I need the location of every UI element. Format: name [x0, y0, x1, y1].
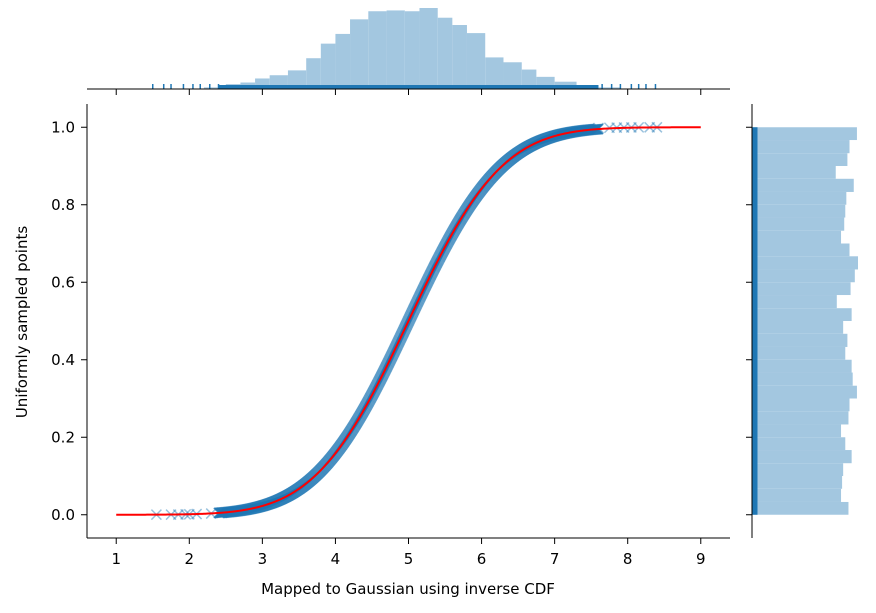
marginal-y-bar: [752, 166, 836, 179]
marginal-x-bar: [335, 33, 351, 89]
marginal-x-bar: [255, 78, 270, 89]
marginal-x-bar: [287, 70, 307, 89]
marginal-y-bar: [752, 243, 850, 257]
marginal-y-bar: [752, 191, 847, 205]
main-axes: 1 2 3 4 5 6 7 8 9 0.0 0.2 0.4 0.6 0.8 1.0: [51, 89, 752, 568]
x-tick-label: 8: [623, 550, 633, 568]
cdf-curve: [116, 126, 701, 516]
marginal-y-bar: [752, 437, 846, 451]
marginal-y-bar: [752, 282, 851, 296]
marginal-x-bar: [437, 17, 453, 89]
marginal-x-bar: [404, 11, 420, 90]
marginal-x-histogram: [87, 8, 730, 90]
marginal-x-bar: [485, 57, 504, 89]
x-tick-label: 9: [696, 550, 706, 568]
y-tick-label: 0.8: [51, 196, 75, 214]
marginal-y-bar: [752, 424, 842, 438]
marginal-y-bar: [752, 476, 843, 489]
marginal-y-bar: [752, 398, 850, 412]
scatter-point: [592, 122, 605, 134]
marginal-y-histogram: [751, 104, 858, 538]
marginal-y-bar: [752, 346, 846, 360]
marginal-y-bar: [752, 127, 857, 141]
marginal-x-bar: [203, 87, 226, 89]
marginal-y-bar: [752, 256, 858, 270]
marginal-y-bar: [752, 333, 848, 347]
marginal-y-bar: [752, 359, 852, 373]
y-tick-label: 0.0: [51, 506, 75, 524]
marginal-y-bar: [752, 411, 849, 425]
marginal-x-bar: [466, 33, 486, 89]
x-tick-label: 6: [477, 550, 487, 568]
marginal-y-bar: [752, 217, 845, 231]
marginal-y-bar: [752, 372, 853, 386]
x-tick-label: 1: [111, 550, 121, 568]
marginal-y-bar: [752, 488, 842, 502]
marginal-y-bar: [752, 463, 844, 476]
y-tick-label: 0.4: [51, 351, 75, 369]
x-tick-label: 2: [185, 550, 195, 568]
marginal-x-bar: [386, 10, 405, 89]
marginal-x-bar: [350, 19, 369, 90]
marginal-y-bar: [752, 385, 857, 399]
marginal-x-bar: [521, 69, 537, 89]
main-scatter-plot: 1 2 3 4 5 6 7 8 9 0.0 0.2 0.4 0.6 0.8 1.0: [51, 89, 752, 568]
marginal-y-bar: [752, 295, 837, 309]
x-tick-label: 3: [258, 550, 268, 568]
marginal-x-bar: [503, 62, 522, 89]
marginal-x-bar: [368, 11, 387, 90]
marginal-y-bar: [752, 153, 848, 166]
y-tick-label: 1.0: [51, 118, 75, 136]
x-tick-label: 4: [331, 550, 341, 568]
marginal-x-bar: [452, 25, 467, 89]
y-tick-label: 0.6: [51, 273, 75, 291]
scatter-points: [150, 121, 663, 521]
marginal-y-bar: [752, 321, 844, 334]
marginal-x-bar: [419, 8, 438, 89]
marginal-x-bar: [306, 58, 321, 89]
marginal-y-bar: [752, 501, 849, 515]
marginal-x-bar: [320, 43, 336, 89]
cdf-line: [116, 126, 701, 516]
marginal-y-bar: [752, 269, 855, 283]
x-tick-label: 5: [404, 550, 414, 568]
x-axis-label: Mapped to Gaussian using inverse CDF: [261, 580, 555, 598]
marginal-y-bar: [752, 204, 846, 218]
marginal-y-bar: [752, 450, 852, 464]
marginal-y-bar: [752, 308, 852, 321]
x-tick-label: 7: [550, 550, 560, 568]
y-axis-label: Uniformly sampled points: [13, 226, 31, 419]
marginal-y-bar: [752, 230, 842, 244]
marginal-y-bar: [752, 140, 850, 154]
marginal-y-bar: [752, 178, 854, 192]
marginal-x-bar: [598, 87, 621, 89]
y-tick-label: 0.2: [51, 428, 75, 446]
